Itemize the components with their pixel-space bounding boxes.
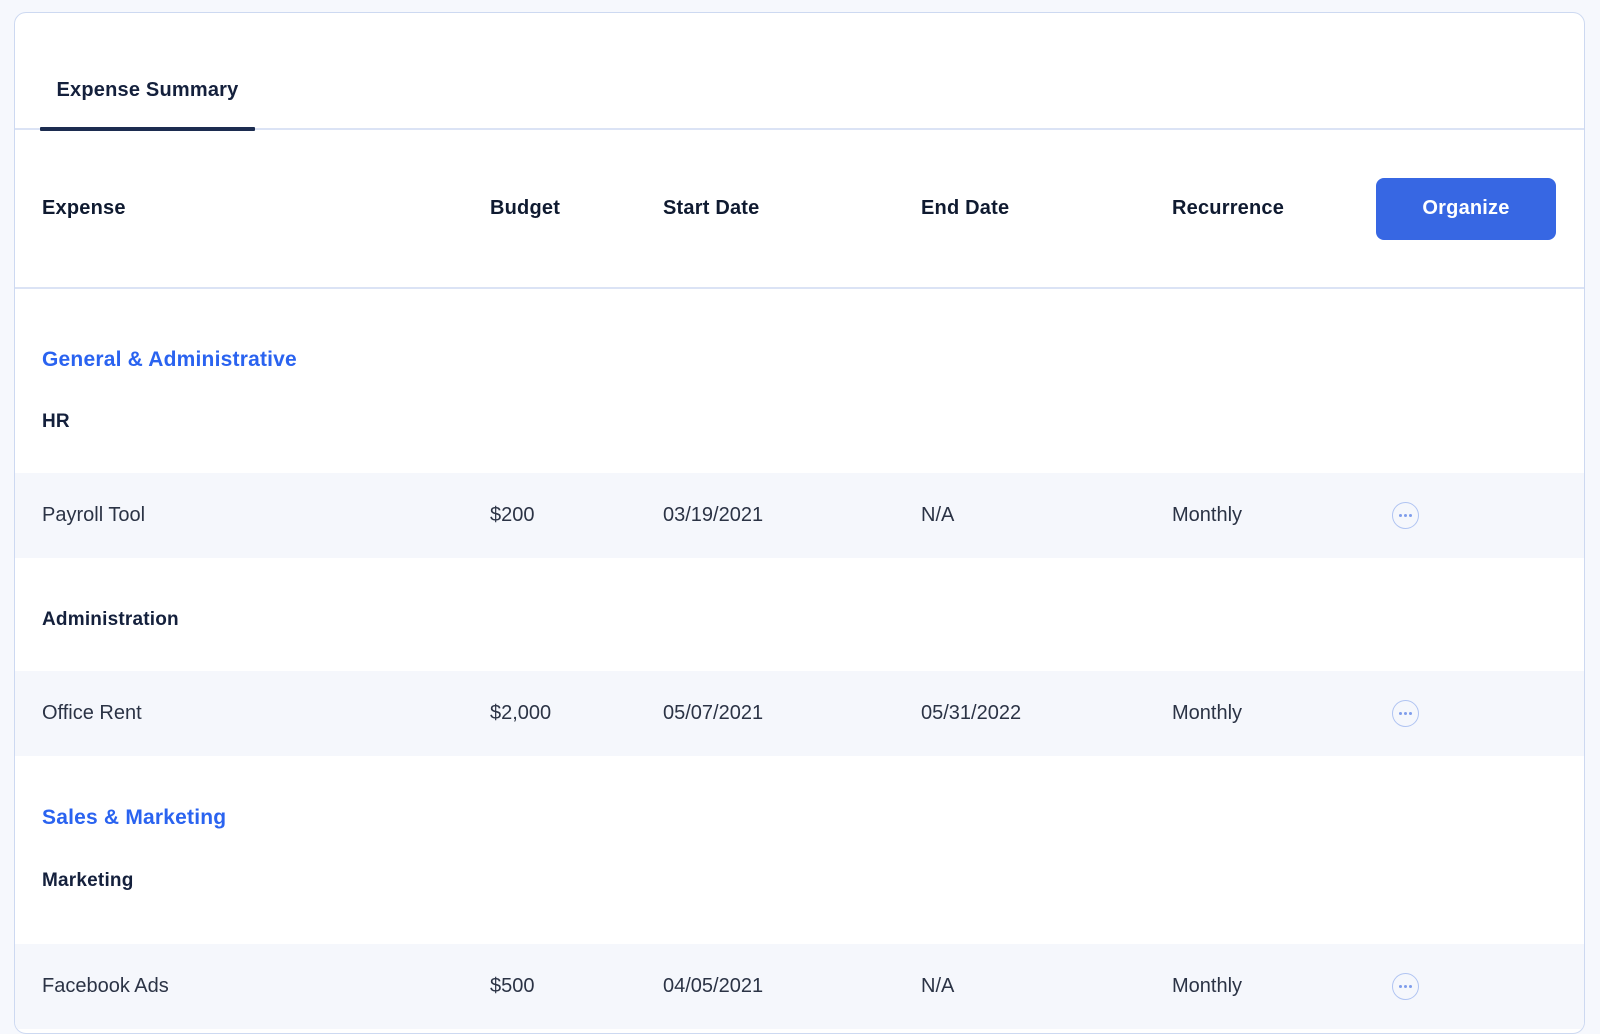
tab-expense-summary[interactable]: Expense Summary	[40, 13, 255, 131]
table-row: Office Rent $2,000 05/07/2021 05/31/2022…	[15, 671, 1584, 756]
table-row: Payroll Tool $200 03/19/2021 N/A Monthly	[15, 473, 1584, 558]
end-date-cell: 05/31/2022	[921, 702, 1022, 724]
column-header-budget: Budget	[490, 197, 561, 219]
actions-cell	[1322, 973, 1556, 1000]
row-actions-button[interactable]	[1392, 700, 1419, 727]
table-header-row: Expense Budget Start Date End Date Recur…	[15, 130, 1584, 289]
ellipsis-icon	[1399, 712, 1402, 715]
section-heading-general-administrative: General & Administrative	[42, 348, 297, 371]
start-date-cell: 05/07/2021	[663, 702, 764, 724]
expense-summary-card: Expense Summary Expense Budget Start Dat…	[14, 12, 1585, 1034]
actions-cell	[1322, 700, 1556, 727]
start-date-cell: 03/19/2021	[663, 504, 764, 526]
section-heading-sales-marketing: Sales & Marketing	[42, 806, 227, 829]
budget-cell: $2,000	[490, 702, 552, 724]
column-header-end-date: End Date	[921, 197, 1010, 219]
column-header-start-date: Start Date	[663, 197, 760, 219]
budget-cell: $200	[490, 504, 535, 526]
actions-cell	[1322, 502, 1556, 529]
subsection-heading-hr: HR	[42, 411, 70, 432]
organize-button[interactable]: Organize	[1376, 177, 1556, 240]
ellipsis-icon	[1399, 514, 1402, 517]
column-header-recurrence: Recurrence	[1172, 197, 1285, 219]
subsection-heading-marketing: Marketing	[42, 870, 134, 891]
tab-bar: Expense Summary	[15, 13, 1584, 131]
recurrence-cell: Monthly	[1172, 504, 1243, 526]
start-date-cell: 04/05/2021	[663, 975, 764, 997]
expense-cell: Office Rent	[42, 702, 142, 724]
budget-cell: $500	[490, 975, 535, 997]
subsection-heading-administration: Administration	[42, 609, 179, 630]
recurrence-cell: Monthly	[1172, 702, 1243, 724]
table-body: General & Administrative HR Payroll Tool…	[15, 345, 1584, 1029]
tab-label: Expense Summary	[56, 79, 239, 101]
end-date-cell: N/A	[921, 975, 955, 997]
ellipsis-icon	[1399, 985, 1402, 988]
expense-cell: Payroll Tool	[42, 504, 146, 526]
column-header-expense: Expense	[42, 197, 126, 219]
expense-cell: Facebook Ads	[42, 975, 169, 997]
row-actions-button[interactable]	[1392, 973, 1419, 1000]
recurrence-cell: Monthly	[1172, 975, 1243, 997]
header-actions-area: Organize	[1376, 177, 1556, 240]
end-date-cell: N/A	[921, 504, 955, 526]
table-row: Facebook Ads $500 04/05/2021 N/A Monthly	[15, 944, 1584, 1029]
row-actions-button[interactable]	[1392, 502, 1419, 529]
